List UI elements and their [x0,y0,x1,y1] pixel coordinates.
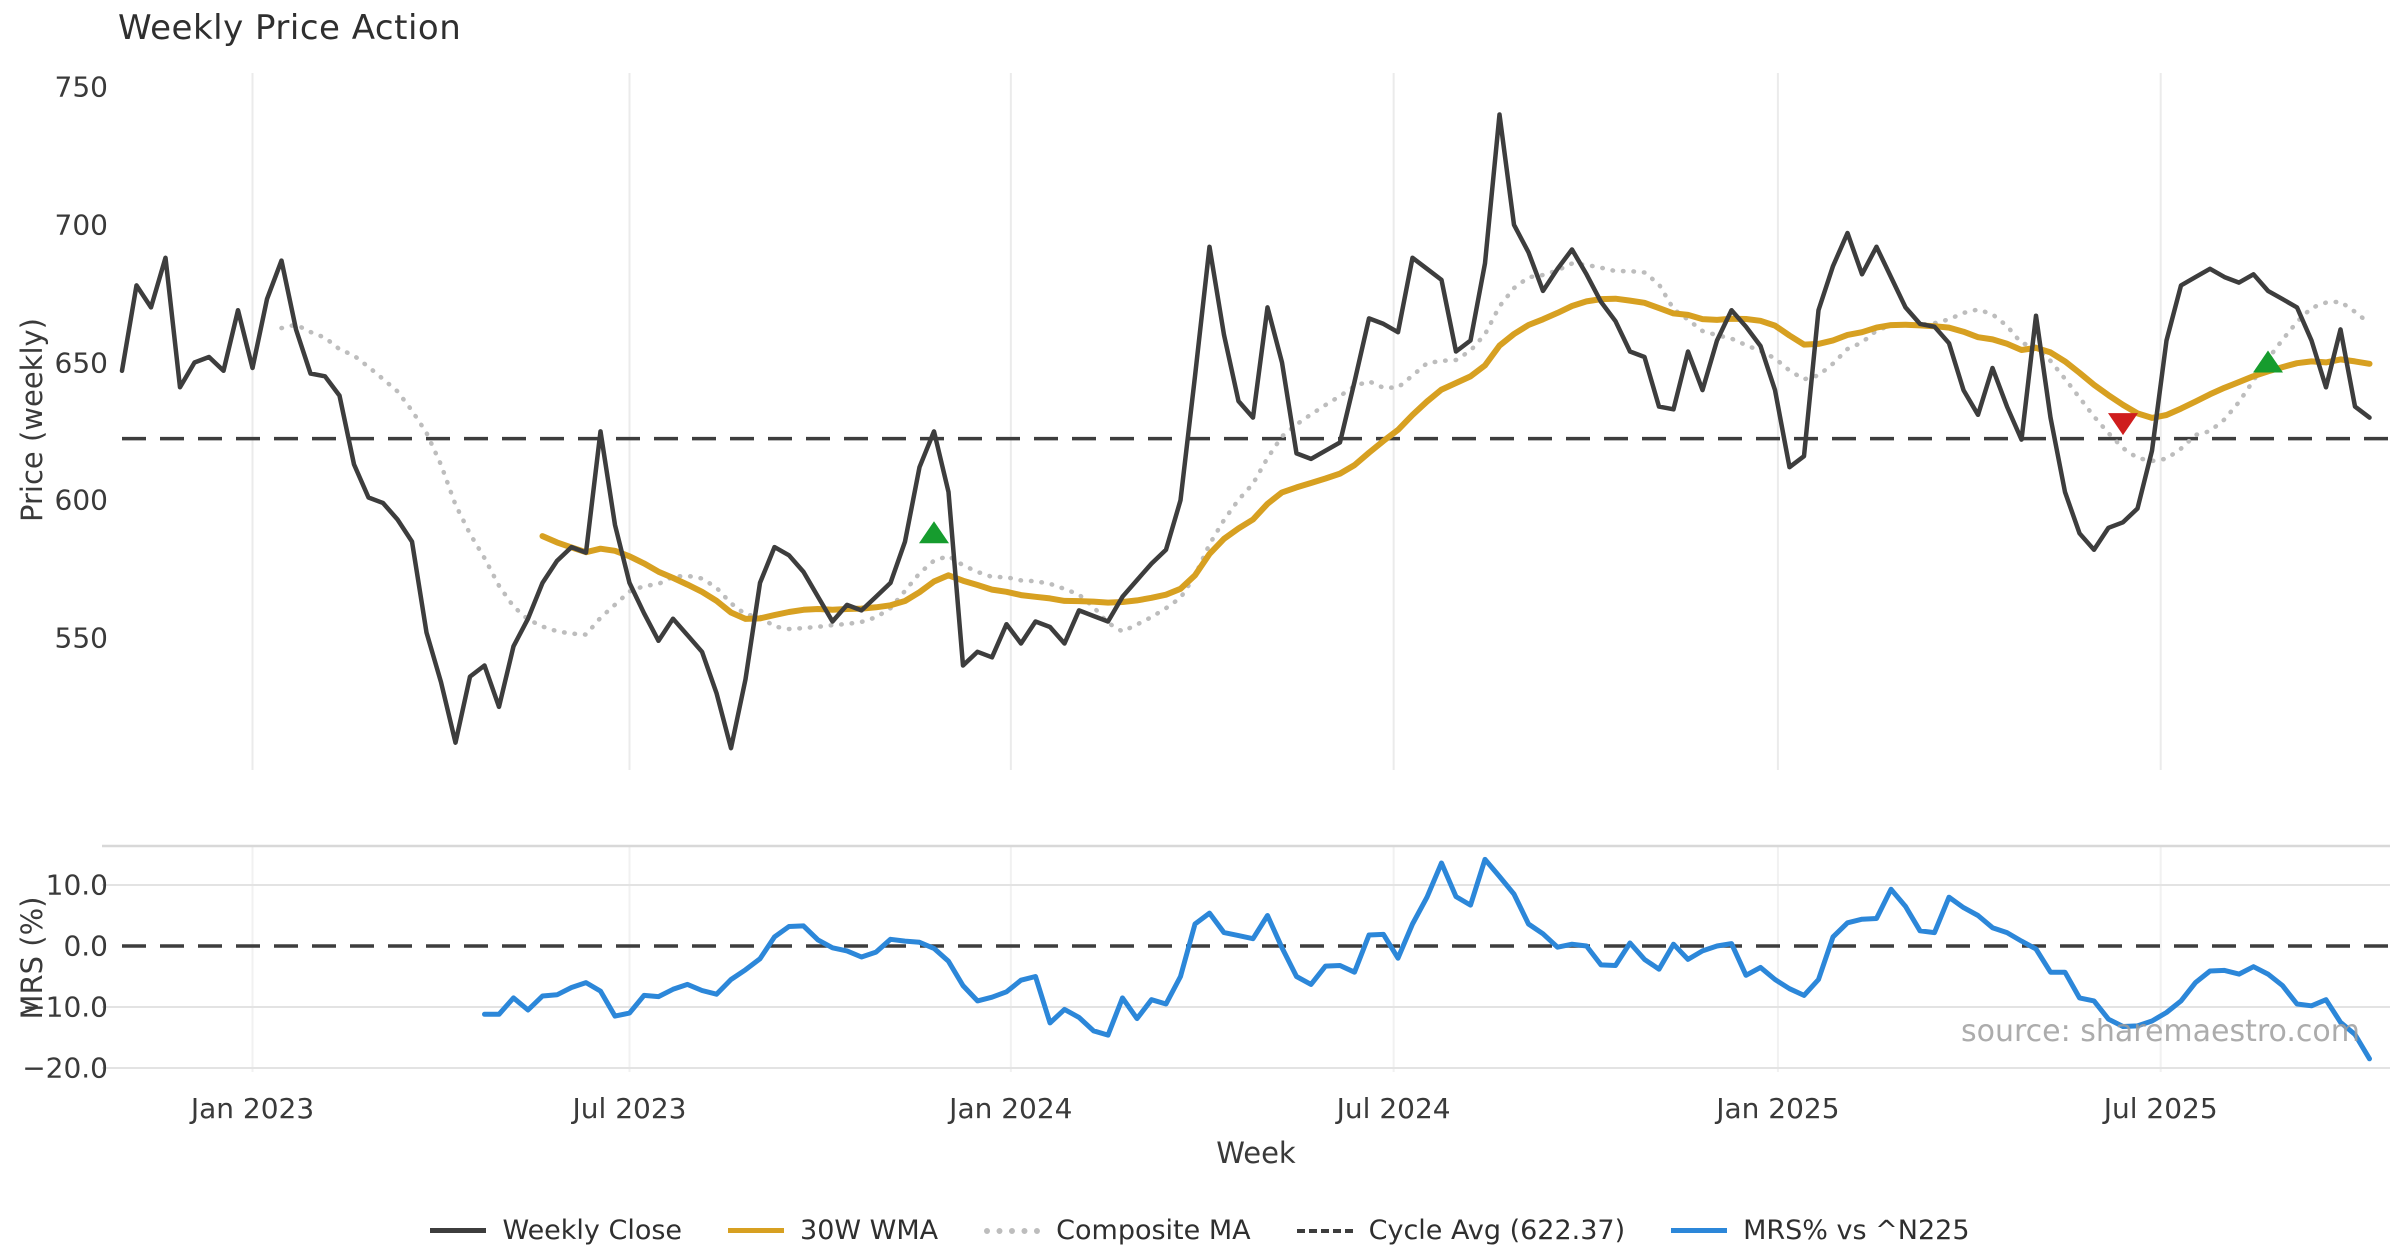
legend-label: Composite MA [1056,1215,1251,1246]
weekly-close-line-swatch-icon [430,1228,487,1233]
legend-item-30w-wma: 30W WMA [728,1215,938,1246]
x-tick-label: Jan 2024 [949,1092,1073,1125]
source-watermark: source: sharemaestro.com [1961,1014,2360,1049]
legend-label: MRS% vs ^N225 [1743,1215,1970,1246]
mrs-y-tick-label: 0.0 [63,929,108,963]
week-axis-label: Week [1216,1136,1296,1170]
chart-title: Weekly Price Action [118,8,462,48]
x-tick-label: Jan 2023 [190,1092,315,1125]
sell-signal-triangle-icon [2108,413,2138,436]
price-y-tick-label: 700 [54,208,108,242]
mrs-line-swatch-icon [1671,1228,1728,1233]
buy-signal-triangle-icon [2253,350,2283,373]
legend-item-mrs: MRS% vs ^N225 [1671,1215,1970,1246]
price-y-tick-label: 750 [54,70,108,104]
legend-item-composite-ma: Composite MA [984,1215,1251,1246]
legend-label: Cycle Avg (622.37) [1368,1215,1626,1246]
cycle-avg-swatch-icon [1296,1228,1353,1233]
mrs-y-tick-label: −20.0 [22,1051,108,1085]
wma-line-swatch-icon [728,1228,785,1233]
buy-signal-triangle-icon [919,521,949,544]
legend-item-cycle-avg: Cycle Avg (622.37) [1296,1215,1626,1246]
price-y-tick-label: 550 [54,621,108,655]
legend-label: 30W WMA [800,1215,939,1246]
legend-label: Weekly Close [502,1215,683,1246]
x-tick-label: Jan 2025 [1716,1092,1840,1125]
price-y-tick-label: 600 [54,483,108,517]
x-tick-label: Jul 2024 [1336,1092,1451,1125]
x-tick-label: Jul 2023 [572,1092,687,1125]
x-tick-label: Jul 2025 [2103,1092,2218,1125]
price-y-tick-label: 650 [54,346,108,379]
mrs-y-tick-label: −10.0 [22,990,108,1024]
composite-ma-swatch-icon [984,1227,1041,1234]
legend: Weekly Close 30W WMA Composite MA Cycle … [0,1215,2400,1246]
mrs-y-tick-label: 10.0 [45,868,108,902]
legend-item-weekly-close: Weekly Close [430,1215,682,1246]
